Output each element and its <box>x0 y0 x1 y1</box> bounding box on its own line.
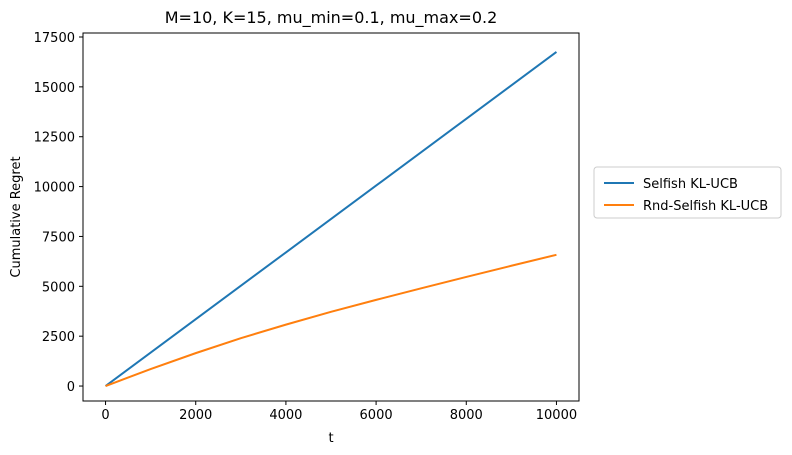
x-tick-label: 10000 <box>536 408 577 423</box>
x-tick-label: 4000 <box>269 408 302 423</box>
series-line-rnd-selfish-kl-ucb <box>105 253 557 387</box>
x-tick-label: 6000 <box>360 408 393 423</box>
x-tick-label: 2000 <box>179 408 212 423</box>
legend-box <box>593 166 782 219</box>
x-tick-label: 8000 <box>450 408 483 423</box>
x-tick-label: 0 <box>101 408 109 423</box>
y-tick-label: 10000 <box>34 181 75 196</box>
legend-label-rnd-selfish-kl-ucb: Rnd-Selfish KL-UCB <box>643 199 768 214</box>
y-tick-label: 17500 <box>34 31 75 46</box>
chart-title: M=10, K=15, mu_min=0.1, mu_max=0.2 <box>165 8 498 28</box>
series-line-selfish-kl-ucb <box>104 51 558 387</box>
y-tick-label: 7500 <box>42 230 75 245</box>
y-tick-label: 15000 <box>34 81 75 96</box>
y-tick-label: 5000 <box>42 280 75 295</box>
series-layer <box>104 51 558 387</box>
legend-label-selfish-kl-ucb: Selfish KL-UCB <box>643 177 738 192</box>
y-tick-label: 12500 <box>34 131 75 146</box>
x-axis-ticks: 0 2000 4000 6000 8000 10000 <box>101 401 577 423</box>
x-axis-label: t <box>328 431 333 446</box>
y-axis-ticks: 0 2500 5000 7500 10000 12500 15000 17500 <box>34 31 83 395</box>
y-axis-label: Cumulative Regret <box>9 156 24 277</box>
plot-frame <box>82 32 580 402</box>
plot-area <box>83 33 579 401</box>
legend: Selfish KL-UCB Rnd-Selfish KL-UCB <box>593 166 782 219</box>
y-tick-label: 0 <box>67 380 75 395</box>
y-tick-label: 2500 <box>42 330 75 345</box>
